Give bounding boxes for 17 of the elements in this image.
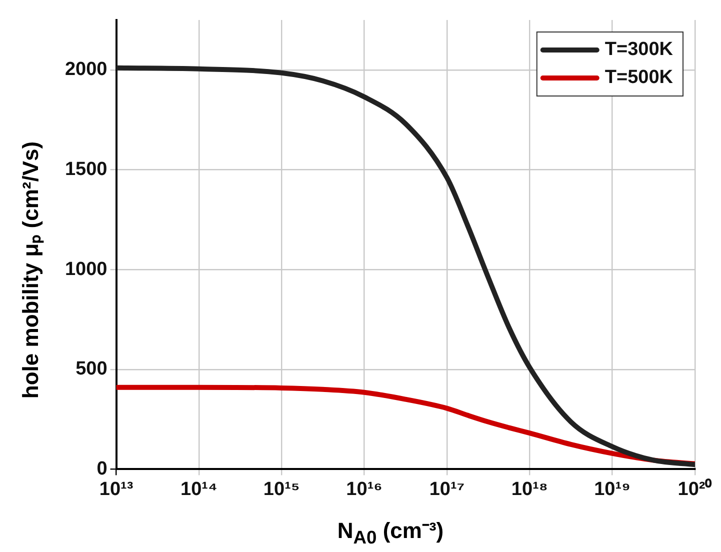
y-axis-title: hole mobility μₚ (cm²/Vs)	[17, 141, 44, 399]
legend-label: T=300K	[604, 39, 674, 60]
x-tick-label: 10¹⁴	[180, 478, 218, 500]
y-tick-label: 500	[76, 358, 108, 380]
y-tick-label: 1500	[64, 158, 108, 180]
x-tick-label: 10¹⁶	[346, 478, 382, 500]
x-tick-label: 10²⁰	[678, 478, 712, 500]
x-tick-label: 10¹⁸	[511, 478, 548, 500]
x-tick-label: 10¹⁹	[594, 478, 631, 500]
legend-label: T=500K	[604, 67, 674, 88]
y-tick-label: 1000	[64, 258, 108, 280]
x-axis-title: N$_{A0}$ (cm⁻³)	[336, 516, 445, 548]
y-tick-label: 2000	[64, 59, 108, 80]
y-tick-label: 0	[96, 458, 108, 480]
x-tick-label: 10¹⁷	[429, 478, 465, 500]
x-tick-label: 10¹⁵	[263, 478, 300, 500]
x-tick-label: 10¹³	[99, 478, 134, 500]
